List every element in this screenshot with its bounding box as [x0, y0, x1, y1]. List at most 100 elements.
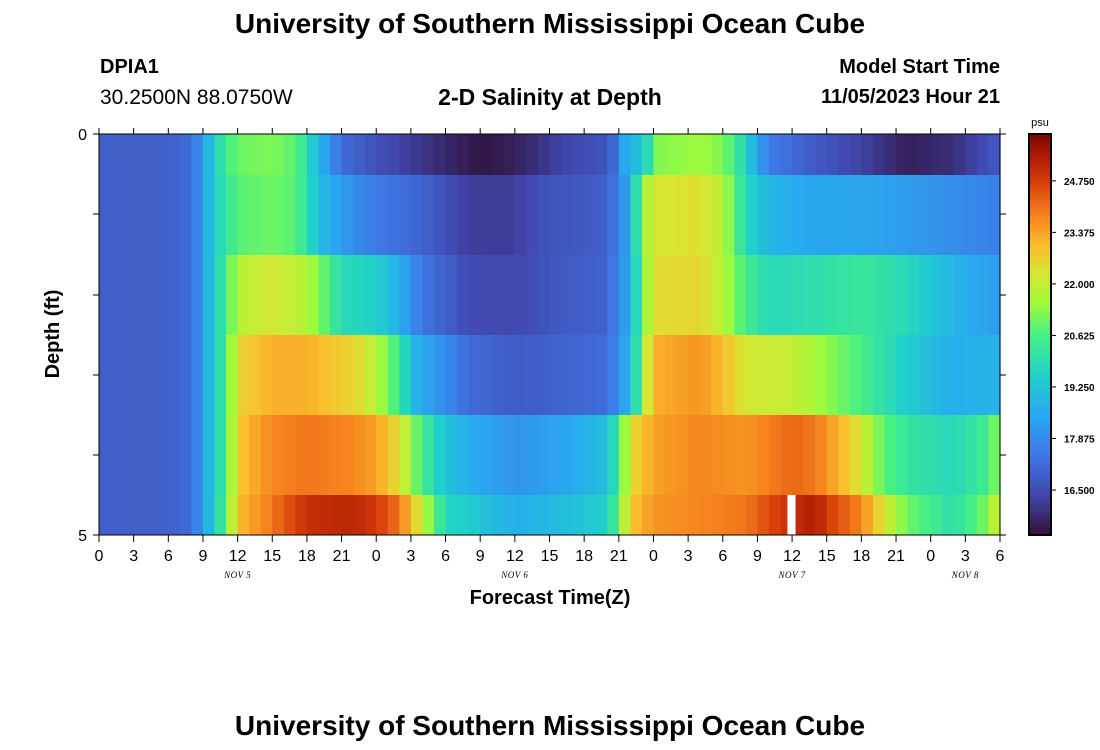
- colorbar-swatch: [1029, 174, 1051, 179]
- colorbar-frame: [1028, 133, 1052, 536]
- colorbar-swatch: [1029, 297, 1051, 302]
- heat-cell: [792, 415, 805, 495]
- heat-cell: [699, 255, 712, 335]
- heat-cell: [607, 495, 620, 535]
- heat-cell: [503, 175, 516, 255]
- heat-cell: [410, 415, 424, 495]
- heat-cell: [306, 335, 320, 415]
- colorbar-swatch: [1029, 274, 1051, 279]
- heat-cell: [896, 134, 909, 175]
- heat-cell: [249, 495, 262, 535]
- heat-cell: [179, 175, 193, 255]
- colorbar-swatch: [1029, 468, 1051, 473]
- heat-cell: [826, 495, 839, 535]
- heat-cell: [826, 255, 839, 335]
- colorbar-swatch: [1029, 364, 1051, 369]
- heat-cell: [526, 255, 539, 335]
- heat-cell: [330, 255, 343, 335]
- x-tick-label: 21: [887, 548, 905, 565]
- heat-cell: [849, 175, 862, 255]
- date-label: NOV 7: [778, 570, 806, 580]
- heat-cell: [884, 495, 897, 535]
- heat-cell: [872, 335, 886, 415]
- heat-cell: [815, 495, 828, 535]
- x-tick-label: 9: [199, 548, 208, 565]
- heat-cell: [353, 134, 366, 175]
- heat-cell: [618, 335, 631, 415]
- heat-cell: [907, 415, 920, 495]
- colorbar-swatch: [1029, 154, 1051, 158]
- colorbar-swatch: [1029, 291, 1051, 295]
- heat-cell: [156, 134, 169, 175]
- heat-cell: [595, 175, 608, 255]
- heat-cell: [768, 255, 782, 335]
- heat-cell: [122, 335, 135, 415]
- heat-cell: [676, 255, 689, 335]
- heat-cell: [295, 255, 308, 335]
- colorbar-swatch: [1029, 220, 1051, 225]
- heat-cell: [214, 415, 227, 495]
- colorbar-swatch: [1029, 411, 1051, 416]
- heat-cell: [849, 335, 862, 415]
- heat-cell: [99, 175, 112, 255]
- x-tick-label: 6: [441, 548, 450, 565]
- colorbar-swatch: [1029, 227, 1051, 232]
- heat-cell: [815, 175, 828, 255]
- heat-cell: [156, 495, 169, 535]
- heat-cell: [526, 175, 539, 255]
- heat-cell: [757, 495, 770, 535]
- heat-cell: [226, 175, 239, 255]
- heat-cell: [919, 255, 932, 335]
- heat-cell: [353, 255, 366, 335]
- heat-cell: [191, 495, 204, 535]
- heat-cell: [318, 175, 331, 255]
- heat-cell: [965, 255, 978, 335]
- heat-cell: [826, 415, 839, 495]
- heat-cell: [988, 255, 1001, 335]
- heat-cell: [491, 255, 504, 335]
- heat-cell: [653, 175, 666, 255]
- colorbar-tick-label: 17.875: [1064, 434, 1095, 445]
- heat-cell: [468, 335, 481, 415]
- heat-cell: [422, 255, 435, 335]
- heat-cell: [214, 495, 227, 535]
- heat-cell: [272, 255, 285, 335]
- heat-cell: [145, 415, 158, 495]
- missing-data-cell: [787, 495, 796, 535]
- colorbar-swatch: [1029, 401, 1051, 406]
- heat-cell: [757, 175, 770, 255]
- heat-cell: [480, 134, 493, 175]
- heat-cell: [907, 495, 920, 535]
- colorbar-swatch: [1029, 240, 1051, 245]
- colorbar-swatch: [1029, 431, 1051, 436]
- heat-cell: [226, 495, 239, 535]
- heat-cell: [826, 335, 839, 415]
- heat-cell: [630, 175, 643, 255]
- heat-cell: [930, 134, 943, 175]
- heat-cell: [734, 175, 747, 255]
- heat-cell: [387, 495, 400, 535]
- heat-cell: [699, 175, 712, 255]
- heat-cell: [584, 335, 597, 415]
- heat-cell: [988, 335, 1001, 415]
- colorbar-swatch: [1029, 521, 1051, 526]
- heat-cell: [330, 175, 343, 255]
- heat-cell: [780, 255, 793, 335]
- heat-cell: [988, 134, 1001, 175]
- heat-cell: [849, 495, 862, 535]
- heat-cell: [561, 415, 574, 495]
- heat-cell: [757, 134, 770, 175]
- x-tick-label: 3: [129, 548, 138, 565]
- heat-cell: [930, 415, 943, 495]
- colorbar-swatch: [1029, 311, 1051, 316]
- page-title: University of Southern Mississippi Ocean…: [234, 8, 866, 39]
- heat-cell: [884, 255, 897, 335]
- heat-cell: [503, 495, 516, 535]
- heat-cell: [722, 495, 735, 535]
- colorbar-swatch: [1029, 317, 1051, 322]
- colorbar-swatch: [1029, 164, 1051, 169]
- heat-cell: [445, 134, 458, 175]
- colorbar-swatch: [1029, 137, 1051, 142]
- colorbar-swatch: [1029, 341, 1051, 346]
- heat-cell: [156, 415, 169, 495]
